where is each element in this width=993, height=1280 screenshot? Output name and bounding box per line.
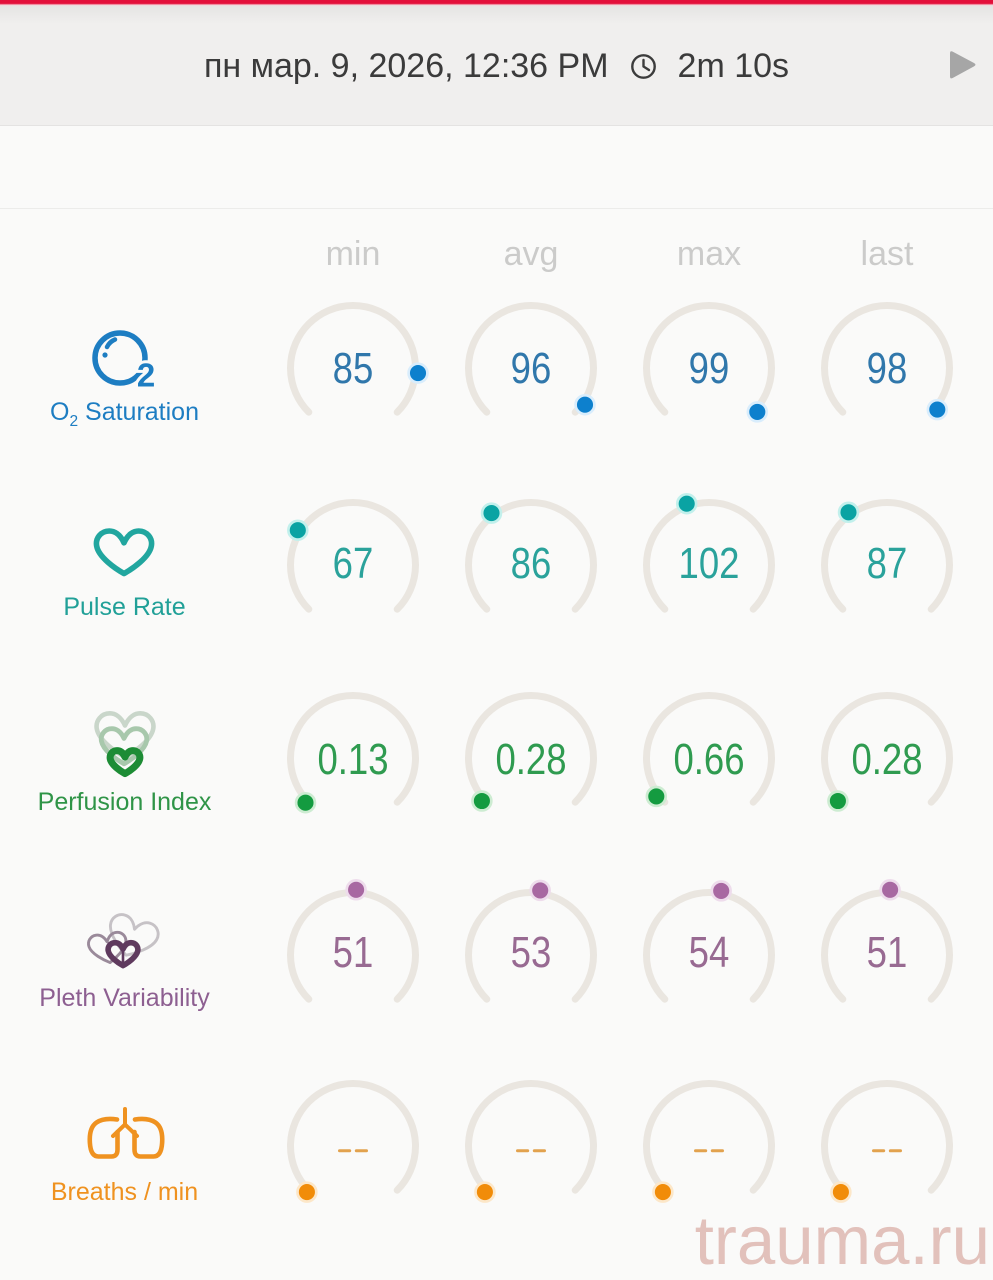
svg-text:2: 2	[137, 357, 155, 394]
